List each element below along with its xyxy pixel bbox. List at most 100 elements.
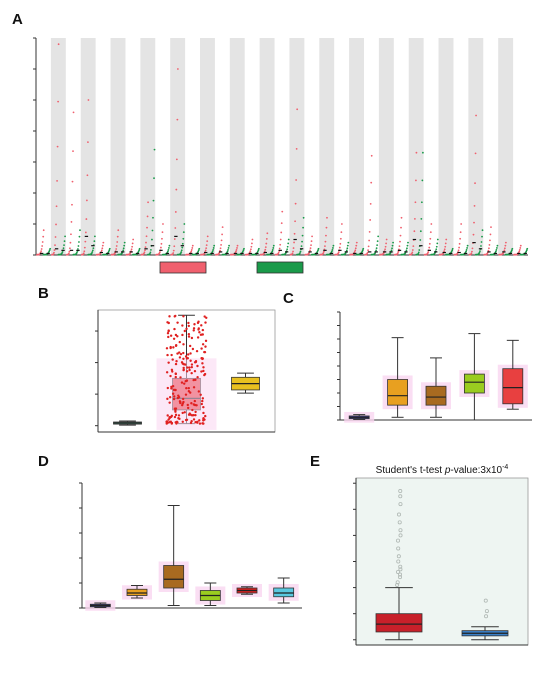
data-point-normal: [526, 247, 529, 250]
data-point-tumor: [86, 174, 89, 177]
data-point-normal: [466, 247, 469, 249]
data-point-normal: [362, 247, 365, 250]
data-point-normal: [182, 237, 185, 240]
data-point-tumor: [53, 249, 56, 251]
data-point-tumor: [429, 237, 432, 240]
data-point: [169, 374, 172, 378]
data-point-normal: [376, 244, 379, 247]
outlier-point: [395, 580, 400, 585]
data-point-normal: [197, 249, 200, 252]
outlier-point: [396, 559, 401, 564]
data-point-normal: [436, 238, 439, 241]
data-point-normal: [481, 235, 483, 238]
data-point-tumor: [503, 247, 506, 250]
data-point-normal: [62, 247, 65, 250]
data-point-normal: [180, 251, 183, 253]
band-coad: [110, 38, 126, 255]
data-point-tumor: [294, 202, 297, 205]
data-point-tumor: [57, 100, 60, 103]
data-point: [200, 347, 203, 350]
data-point-tumor: [53, 251, 55, 254]
outlier-point: [484, 609, 489, 614]
data-point-tumor: [83, 250, 86, 253]
data-point-tumor: [474, 152, 477, 155]
data-point-normal: [257, 247, 260, 250]
data-point: [179, 376, 182, 379]
data-point-tumor: [296, 108, 299, 111]
data-point-normal: [123, 244, 126, 247]
data-point-normal: [226, 250, 229, 253]
data-point-tumor: [205, 247, 208, 250]
data-point: [170, 387, 173, 390]
data-point-normal: [286, 245, 289, 248]
data-point: [194, 360, 198, 364]
data-point: [189, 359, 192, 362]
data-point-tumor: [101, 244, 104, 247]
data-point-tumor: [115, 245, 118, 247]
data-point: [175, 360, 178, 363]
box-3: [463, 373, 485, 394]
outlier-point: [395, 582, 400, 587]
data-point-normal: [300, 245, 303, 248]
data-point-tumor: [144, 246, 147, 249]
data-point-normal: [331, 249, 334, 251]
data-point: [196, 336, 200, 339]
data-point-tumor: [354, 247, 357, 250]
data-point-tumor: [174, 227, 177, 229]
data-point: [204, 345, 207, 348]
data-point-tumor: [235, 250, 237, 253]
data-point-normal: [77, 248, 79, 250]
band-laml: [229, 38, 245, 255]
data-point-normal: [152, 199, 155, 202]
data-point: [171, 358, 174, 361]
data-point-normal: [228, 244, 230, 247]
data-point-tumor: [172, 249, 175, 252]
data-point-tumor: [489, 233, 492, 236]
data-point-tumor: [68, 250, 71, 253]
data-point: [178, 340, 181, 344]
data-point: [196, 321, 200, 325]
data-point-tumor: [415, 151, 418, 154]
data-point-tumor: [277, 251, 280, 254]
data-point-tumor: [488, 247, 490, 250]
band-ucs: [498, 38, 514, 255]
data-point: [192, 418, 196, 421]
data-point-tumor: [101, 247, 104, 250]
data-point-normal: [347, 241, 350, 244]
data-point-tumor: [278, 247, 281, 250]
data-point-tumor: [205, 244, 208, 247]
data-point-tumor: [131, 242, 134, 245]
data-point-normal: [168, 244, 171, 247]
data-point-tumor: [249, 248, 252, 251]
data-point-tumor: [471, 247, 474, 250]
data-point-tumor: [489, 239, 491, 242]
data-point-normal: [181, 246, 184, 249]
data-point-tumor: [428, 242, 431, 245]
data-point: [173, 395, 176, 398]
data-point: [190, 419, 193, 423]
data-point-normal: [182, 231, 185, 234]
data-point-tumor: [69, 247, 71, 250]
data-point-tumor: [281, 210, 284, 213]
data-point: [181, 420, 184, 423]
data-point-tumor: [144, 249, 146, 252]
data-point-normal: [419, 230, 422, 233]
data-point-normal: [417, 251, 420, 254]
data-point-tumor: [220, 239, 223, 242]
data-point: [169, 334, 173, 337]
panel-d-chart: [79, 482, 302, 611]
data-point-normal: [271, 250, 274, 253]
data-point-tumor: [504, 244, 507, 247]
outlier-point: [398, 572, 403, 577]
data-point-normal: [302, 226, 305, 229]
data-point-tumor: [160, 246, 162, 249]
data-point-tumor: [54, 244, 56, 247]
data-point-tumor: [470, 252, 473, 255]
band-esca: [140, 38, 156, 255]
data-point-normal: [212, 249, 215, 251]
data-point-normal: [166, 250, 169, 253]
data-point-tumor: [399, 234, 402, 237]
panel-e-chart: Student's t-test p-value:3x10-4: [353, 464, 529, 646]
outlier-point: [398, 494, 403, 499]
data-point-tumor: [413, 230, 416, 233]
